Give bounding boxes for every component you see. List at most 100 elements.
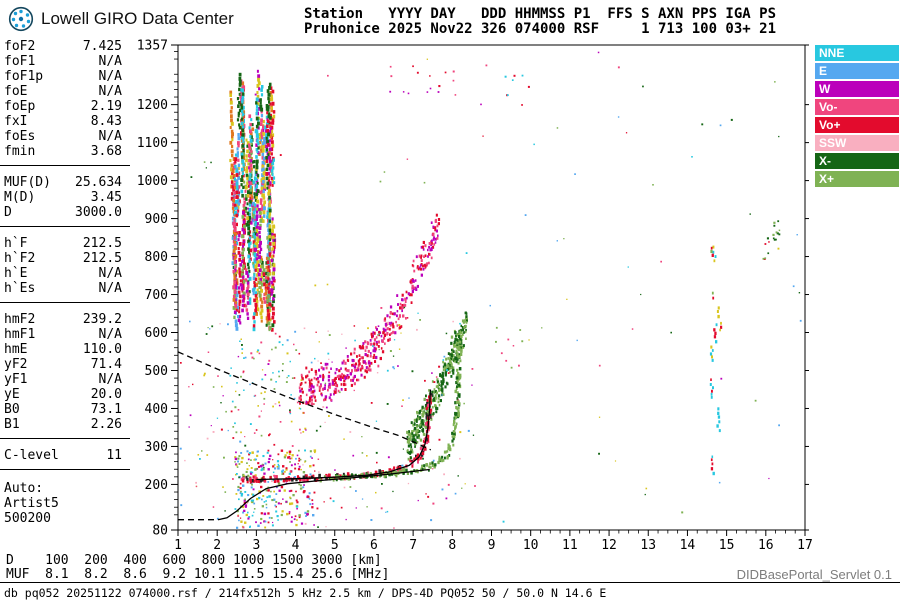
parameter-value: 3.45	[90, 190, 122, 205]
autoscaling-line: 500200	[4, 511, 51, 526]
x-tick-label: 2	[213, 538, 221, 553]
x-tick-label: 14	[680, 538, 696, 553]
x-tick-label: 1	[174, 538, 182, 553]
y-tick-label: 80	[152, 524, 168, 539]
parameter-value: 8.43	[90, 114, 122, 129]
trace-x-mode	[319, 334, 463, 483]
parameter-label: M(D)	[4, 190, 36, 205]
parameter-label: C-level	[4, 448, 59, 463]
parameter-label: foF2	[4, 39, 36, 54]
parameter-label: fmin	[4, 144, 36, 159]
parameter-label: h`F2	[4, 251, 36, 266]
legend-item-vo: Vo-	[815, 99, 899, 115]
parameter-value: 2.26	[90, 417, 122, 432]
parameter-row: foF2 7.425	[0, 39, 130, 54]
parameter-label: fxI	[4, 114, 28, 129]
parameter-row: MUF(D) 25.634	[0, 175, 130, 190]
cluster-e-region-cluster	[234, 449, 317, 529]
x-tick-label: 11	[562, 538, 578, 553]
y-tick-label: 1357	[137, 39, 168, 54]
parameter-group: C-level 11	[0, 448, 130, 470]
y-tick-label: 1000	[137, 174, 168, 189]
parameter-row: hmF1 N/A	[0, 327, 130, 342]
parameter-row: h`E N/A	[0, 266, 130, 281]
parameter-value: N/A	[98, 281, 122, 296]
parameter-value: 7.425	[82, 39, 122, 54]
y-tick-label: 600	[145, 326, 168, 341]
x-tick-label: 13	[640, 538, 656, 553]
parameter-row: foF1 N/A	[0, 54, 130, 69]
cluster-dots-9mhz	[495, 326, 524, 369]
x-tick-label: 15	[719, 538, 735, 553]
x-tick-label: 4	[292, 538, 300, 553]
autoscaling-line: Artist5	[4, 496, 59, 511]
parameter-label: foEp	[4, 99, 36, 114]
parameter-row: h`Es N/A	[0, 281, 130, 296]
cluster-noise-left	[179, 317, 476, 529]
cluster-column-15mhz	[709, 245, 723, 476]
x-tick-label: 17	[797, 538, 813, 553]
parameter-label: foEs	[4, 129, 36, 144]
parameter-value: N/A	[98, 84, 122, 99]
parameter-value: N/A	[98, 372, 122, 387]
parameter-label: B0	[4, 402, 20, 417]
parameter-value: N/A	[98, 69, 122, 84]
y-tick-label: 300	[145, 440, 168, 455]
y-tick-label: 1200	[137, 98, 168, 113]
y-tick-label: 400	[145, 402, 168, 417]
legend-item-vo: Vo+	[815, 117, 899, 133]
cluster-noise-global	[190, 51, 802, 524]
cluster-top-dots-right	[504, 74, 530, 106]
parameter-value: 212.5	[82, 236, 122, 251]
parameter-label: foF1	[4, 54, 36, 69]
parameter-value: 3.68	[90, 144, 122, 159]
parameter-value: 71.4	[90, 357, 122, 372]
x-tick-label: 9	[488, 538, 496, 553]
parameter-panel: foF2 7.425 foF1 N/A foF1p N/A foE N/A foEp 2.19 fx…	[0, 39, 130, 528]
parameter-label: h`E	[4, 266, 28, 281]
parameter-label: yE	[4, 387, 20, 402]
autoscaling-block: Auto: Artist5 500200	[0, 479, 130, 528]
parameter-group: foF2 7.425 foF1 N/A foF1p N/A foE N/A foEp 2.19 fx…	[0, 39, 130, 166]
parameter-label: foE	[4, 84, 28, 99]
curve-o-trace-fit	[256, 389, 432, 481]
parameter-value: N/A	[98, 129, 122, 144]
parameter-row: B1 2.26	[0, 417, 130, 432]
giro-logo	[8, 6, 34, 32]
parameter-row: C-level 11	[0, 448, 130, 463]
parameter-row: h`F 212.5	[0, 236, 130, 251]
legend-item-x: X+	[815, 171, 899, 187]
x-tick-label: 5	[331, 538, 339, 553]
x-tick-label: 6	[370, 538, 378, 553]
parameter-value: N/A	[98, 266, 122, 281]
cluster-spread-f-column	[229, 69, 277, 332]
parameter-row: yF1 N/A	[0, 372, 130, 387]
parameter-label: yF2	[4, 357, 28, 372]
y-tick-label: 900	[145, 212, 168, 227]
parameter-row: foEp 2.19	[0, 99, 130, 114]
parameter-value: 2.19	[90, 99, 122, 114]
echo-legend: NNE E W Vo- Vo+ SSW X- X+	[815, 45, 899, 189]
x-tick-label: 10	[523, 538, 539, 553]
parameter-label: hmE	[4, 342, 28, 357]
parameter-row: M(D) 3.45	[0, 190, 130, 205]
parameter-value: 239.2	[82, 312, 122, 327]
autoscaling-line: Auto:	[4, 481, 44, 496]
parameter-row: fxI 8.43	[0, 114, 130, 129]
parameter-value: N/A	[98, 327, 122, 342]
parameter-value: 73.1	[90, 402, 122, 417]
x-tick-label: 16	[758, 538, 774, 553]
parameter-group: MUF(D) 25.634 M(D) 3.45 D 3000.0	[0, 175, 130, 227]
parameter-label: MUF(D)	[4, 175, 51, 190]
y-tick-label: 700	[145, 288, 168, 303]
station-header: Station YYYY DAY DDD HHMMSS P1 FFS S AXN…	[304, 6, 777, 37]
parameter-row: fmin 3.68	[0, 144, 130, 159]
parameter-row: h`F2 212.5	[0, 251, 130, 266]
legend-item-x: X-	[815, 153, 899, 169]
cluster-dots-16mhz	[762, 220, 781, 260]
legend-item-nne: NNE	[815, 45, 899, 61]
parameter-value: 3000.0	[75, 205, 122, 220]
parameter-group: hmF2 239.2 hmF1 N/A hmE 110.0 yF2 71.4 yF1 N/A yE 2…	[0, 312, 130, 439]
parameter-row: foF1p N/A	[0, 69, 130, 84]
